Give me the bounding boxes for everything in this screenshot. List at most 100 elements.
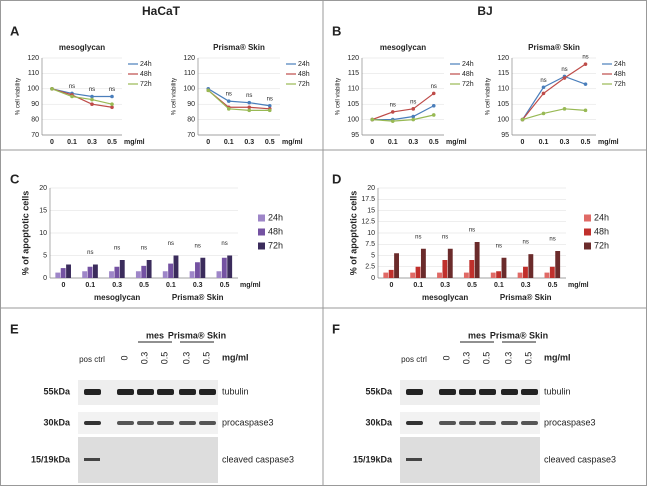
data-point (247, 105, 252, 110)
y-tick-label: 120 (183, 55, 195, 62)
data-point (411, 107, 416, 111)
y-tick-label: 15 (367, 207, 375, 214)
annotation: ns (246, 93, 252, 99)
annotation: ns (168, 241, 174, 247)
y-tick-label: 110 (28, 70, 39, 77)
data-point (90, 97, 94, 102)
bar (141, 265, 147, 278)
bar (549, 266, 555, 278)
x-tick-label: 0.1 (85, 282, 95, 289)
bar (87, 266, 93, 278)
y-axis-label: % of apoptotic cells (20, 191, 30, 276)
y-tick-label: 80 (31, 116, 39, 123)
bar (195, 262, 200, 278)
lane-label: 0.5 (201, 352, 211, 365)
bar (114, 266, 120, 278)
row-label: procaspase3 (222, 417, 274, 427)
y-tick-label: 10 (39, 230, 47, 237)
annotation: ns (141, 246, 147, 252)
x-tick-label: 0.5 (581, 139, 591, 146)
legend-label: 72h (298, 81, 310, 88)
x-unit: mg/ml (124, 139, 145, 146)
lane-label: 0.5 (481, 352, 491, 365)
band (406, 421, 423, 425)
data-point (520, 117, 525, 122)
legend-label: 24h (268, 212, 283, 222)
annotation: ns (109, 87, 115, 93)
y-tick-label: 115 (498, 70, 509, 77)
series-line (372, 105, 435, 121)
bar (469, 260, 475, 278)
legend-label: 24h (140, 61, 152, 68)
blot-membrane (78, 437, 218, 483)
y-tick-label: 110 (498, 86, 509, 93)
data-point (370, 117, 375, 122)
lane-label: 0.3 (181, 352, 191, 365)
data-point (411, 114, 416, 119)
bar (383, 272, 389, 278)
band (459, 421, 476, 425)
data-point (431, 103, 436, 108)
band (521, 421, 538, 425)
bar (463, 272, 469, 278)
y-tick-label: 15 (39, 207, 47, 214)
lane-label: 0 (441, 355, 451, 360)
annotation: ns (415, 234, 421, 240)
data-point (226, 107, 231, 111)
x-tick-label: 0.1 (67, 139, 77, 146)
x-tick-label: 0.5 (139, 282, 149, 289)
band (439, 421, 456, 425)
y-tick-label: 2.5 (365, 264, 375, 271)
band (501, 389, 518, 395)
legend-label: 48h (594, 226, 609, 236)
legend-swatch (584, 214, 591, 222)
x-tick-label: 0.5 (548, 282, 558, 289)
bar (474, 242, 480, 278)
annotation: ns (431, 84, 437, 90)
group-label: Prisma® Skin (168, 330, 226, 340)
x-unit: mg/ml (282, 139, 303, 146)
row-label: tubulin (222, 386, 249, 396)
annotation: ns (87, 250, 93, 256)
bar (415, 266, 421, 278)
data-point (583, 82, 588, 86)
y-tick-label: 120 (497, 55, 509, 62)
data-point (390, 119, 395, 123)
series-line (207, 89, 270, 110)
y-tick-label: 110 (348, 86, 359, 93)
panel-letter: B (332, 23, 341, 38)
x-unit: mg/ml (240, 282, 261, 289)
data-point (267, 103, 272, 108)
x-tick-label: 0 (50, 139, 54, 146)
data-point (90, 102, 94, 106)
bar (189, 271, 195, 278)
group-label: mesoglycan (94, 293, 140, 302)
bar (135, 271, 141, 278)
x-tick-label: 0.3 (408, 139, 418, 146)
band (157, 389, 174, 395)
bar (490, 272, 496, 278)
data-point (50, 87, 54, 91)
data-point (110, 105, 114, 110)
size-label: 55kDa (365, 386, 393, 396)
legend-label: 24h (614, 61, 626, 68)
x-tick-label: 0.5 (107, 139, 117, 146)
y-tick-label: 0 (43, 275, 47, 282)
y-tick-label: 20 (39, 185, 47, 192)
annotation: ns (390, 102, 396, 108)
x-unit: mg/ml (598, 139, 619, 146)
x-tick-label: 0 (521, 139, 525, 146)
annotation: ns (442, 234, 448, 240)
data-point (562, 76, 567, 80)
series-line (51, 88, 113, 108)
y-tick-label: 10 (367, 230, 375, 237)
group-label: Prisma® Skin (500, 293, 552, 302)
x-tick-label: 0.3 (244, 139, 254, 146)
chart-title: Prisma® Skin (213, 43, 265, 52)
annotation: ns (89, 87, 95, 93)
legend-label: 48h (614, 71, 626, 78)
size-label: 15/19kDa (31, 454, 71, 464)
band (199, 389, 216, 395)
bar (388, 269, 394, 278)
x-tick-label: 0.3 (87, 139, 97, 146)
